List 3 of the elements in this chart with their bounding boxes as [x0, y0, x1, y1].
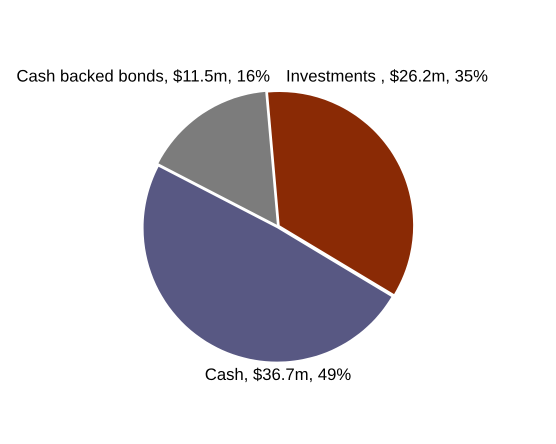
- slice-label: Investments , $26.2m, 35%: [288, 69, 488, 84]
- slice-label: Cash, $36.7m, 49%: [206, 368, 351, 382]
- slice-label: Cash backed bonds, $11.5m, 16%: [17, 69, 270, 84]
